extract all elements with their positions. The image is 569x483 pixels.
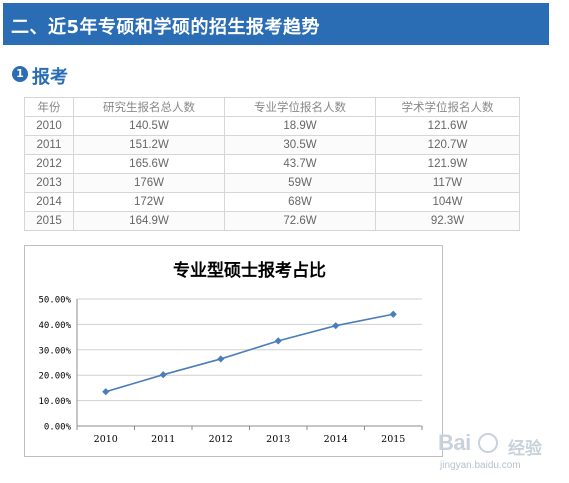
x-tick-label: 2010 <box>94 434 118 445</box>
col-header-professional: 专业学位报名人数 <box>224 97 376 117</box>
watermark-jingyan-text: 经验 <box>508 439 542 459</box>
cell-professional: 43.7W <box>224 154 376 174</box>
y-tick-label: 50.00% <box>38 296 71 306</box>
cell-total: 176W <box>73 173 225 193</box>
cell-professional: 30.5W <box>224 135 376 155</box>
watermark-logo-text: Bai <box>438 430 471 455</box>
col-header-academic: 学术学位报名人数 <box>375 97 520 117</box>
data-point <box>389 310 397 318</box>
series-line <box>105 313 394 393</box>
number-badge: 1 <box>12 66 28 82</box>
data-point <box>159 371 167 379</box>
cell-total: 140.5W <box>73 116 225 136</box>
cell-year: 2011 <box>24 135 74 155</box>
col-header-year: 年份 <box>24 97 74 117</box>
professional-ratio-chart: 专业型硕士报考占比 0.00% 10.00% 20.00% 30.00% 40.00% 50… <box>24 245 443 457</box>
cell-academic: 120.7W <box>375 135 520 155</box>
cell-academic: 92.3W <box>375 211 520 231</box>
watermark-url: jingyan.baidu.com <box>440 460 521 471</box>
cell-academic: 104W <box>375 192 520 212</box>
cell-year: 2010 <box>24 116 74 136</box>
table-row: 2012 165.6W 43.7W 121.9W <box>24 154 520 174</box>
table-row: 2014 172W 68W 104W <box>24 192 520 212</box>
applicants-table: 年份 研究生报名总人数 专业学位报名人数 学术学位报名人数 2010 140.5… <box>24 97 520 231</box>
x-tick-label: 2014 <box>324 434 348 445</box>
y-tick-label: 10.00% <box>38 397 71 407</box>
cell-professional: 18.9W <box>224 116 376 136</box>
data-point <box>217 355 225 363</box>
cell-year: 2015 <box>24 211 74 231</box>
cell-professional: 72.6W <box>224 211 376 231</box>
table-row: 2015 164.9W 72.6W 92.3W <box>24 211 520 231</box>
y-tick-label: 40.00% <box>38 321 71 331</box>
chart-title: 专业型硕士报考占比 <box>173 260 326 281</box>
paw-icon <box>478 433 498 453</box>
table-header-row: 年份 研究生报名总人数 专业学位报名人数 学术学位报名人数 <box>24 97 520 117</box>
table-row: 2010 140.5W 18.9W 121.6W <box>24 116 520 136</box>
cell-total: 172W <box>73 192 225 212</box>
section-header-title: 二、近5年专硕和学硕的招生报考趋势 <box>11 17 321 38</box>
cell-year: 2012 <box>24 154 74 174</box>
x-tick-label: 2012 <box>209 434 233 445</box>
section-header-banner: 二、近5年专硕和学硕的招生报考趋势 <box>3 3 549 45</box>
x-tick-label: 2011 <box>151 434 175 445</box>
x-tick-label: 2015 <box>381 434 405 445</box>
y-tick-label: 0.00% <box>44 423 72 433</box>
col-header-total: 研究生报名总人数 <box>73 97 225 117</box>
cell-total: 165.6W <box>73 154 225 174</box>
cell-professional: 59W <box>224 173 376 193</box>
cell-professional: 68W <box>224 192 376 212</box>
data-point <box>274 337 282 345</box>
table-row: 2013 176W 59W 117W <box>24 173 520 193</box>
chart-canvas: 专业型硕士报考占比 0.00% 10.00% 20.00% 30.00% 40.00% 50… <box>38 260 423 445</box>
data-point <box>332 322 340 330</box>
cell-year: 2013 <box>24 173 74 193</box>
y-tick-label: 20.00% <box>38 372 71 382</box>
y-tick-label: 30.00% <box>38 346 71 356</box>
cell-total: 164.9W <box>73 211 225 231</box>
subsection-title: 报考 <box>32 67 68 88</box>
baidu-jingyan-watermark: Bai 经验 jingyan.baidu.com <box>438 430 566 476</box>
data-point <box>102 388 110 396</box>
table-row: 2011 151.2W 30.5W 120.7W <box>24 135 520 155</box>
x-tick-label: 2013 <box>266 434 290 445</box>
cell-academic: 121.9W <box>375 154 520 174</box>
cell-academic: 121.6W <box>375 116 520 136</box>
cell-academic: 117W <box>375 173 520 193</box>
cell-year: 2014 <box>24 192 74 212</box>
cell-total: 151.2W <box>73 135 225 155</box>
